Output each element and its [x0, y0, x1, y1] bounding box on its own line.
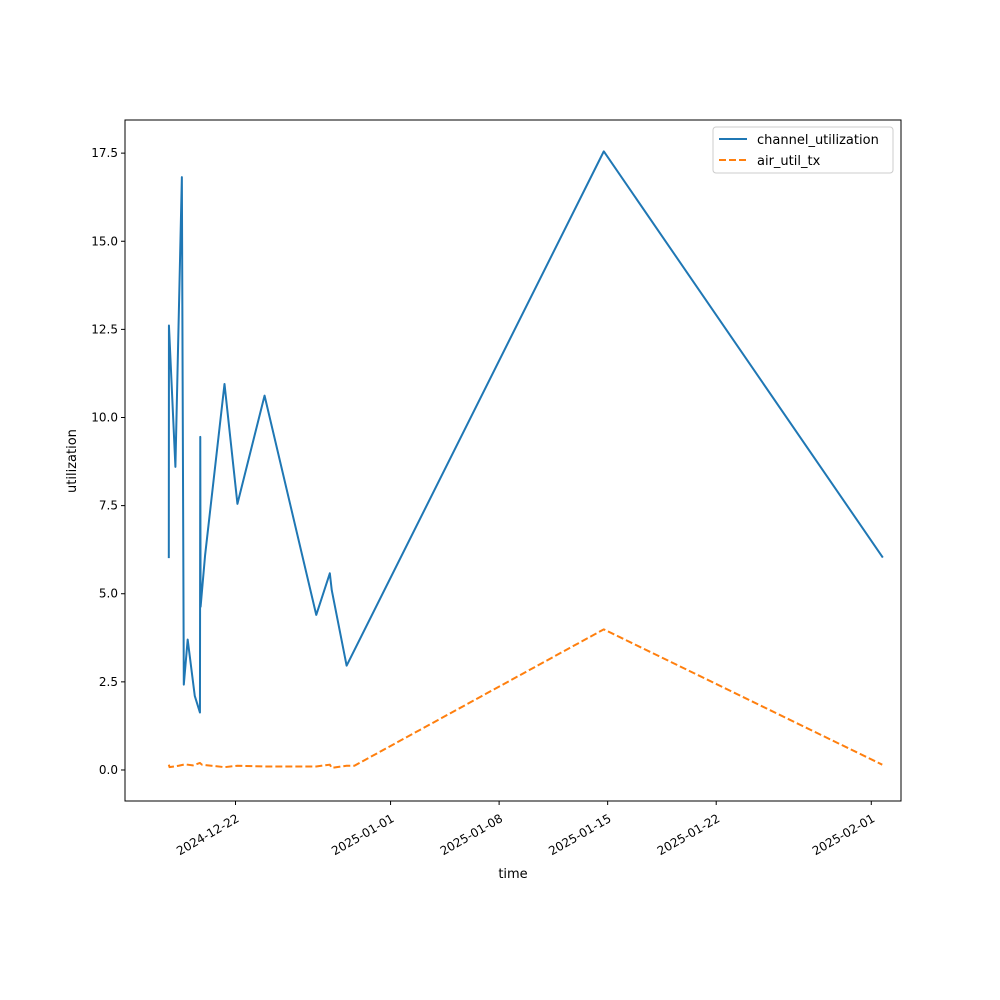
legend: channel_utilization air_util_tx [712, 126, 894, 174]
y-tick-label: 10.0 [91, 410, 118, 424]
y-tick-label: 0.0 [99, 763, 118, 777]
y-axis: 0.0 2.5 5.0 7.5 10.0 12.5 15.0 17.5 [91, 146, 125, 777]
plot-frame [124, 119, 902, 802]
series-line-air-util-tx [167, 628, 883, 769]
y-tick-label: 7.5 [99, 499, 118, 513]
y-tick-label: 15.0 [91, 234, 118, 248]
legend-label-air-util-tx: air_util_tx [757, 154, 821, 169]
y-tick-label: 5.0 [99, 587, 118, 601]
y-tick-label: 2.5 [99, 675, 118, 689]
y-tick-label: 12.5 [91, 322, 118, 336]
y-tick-label: 17.5 [91, 146, 118, 160]
x-axis-label: time [498, 867, 527, 882]
legend-box [712, 126, 894, 174]
legend-label-channel-utilization: channel_utilization [757, 133, 879, 148]
series-line-channel-utilization [167, 150, 884, 714]
y-axis-label: utilization [65, 429, 80, 493]
series-layer [167, 150, 884, 769]
